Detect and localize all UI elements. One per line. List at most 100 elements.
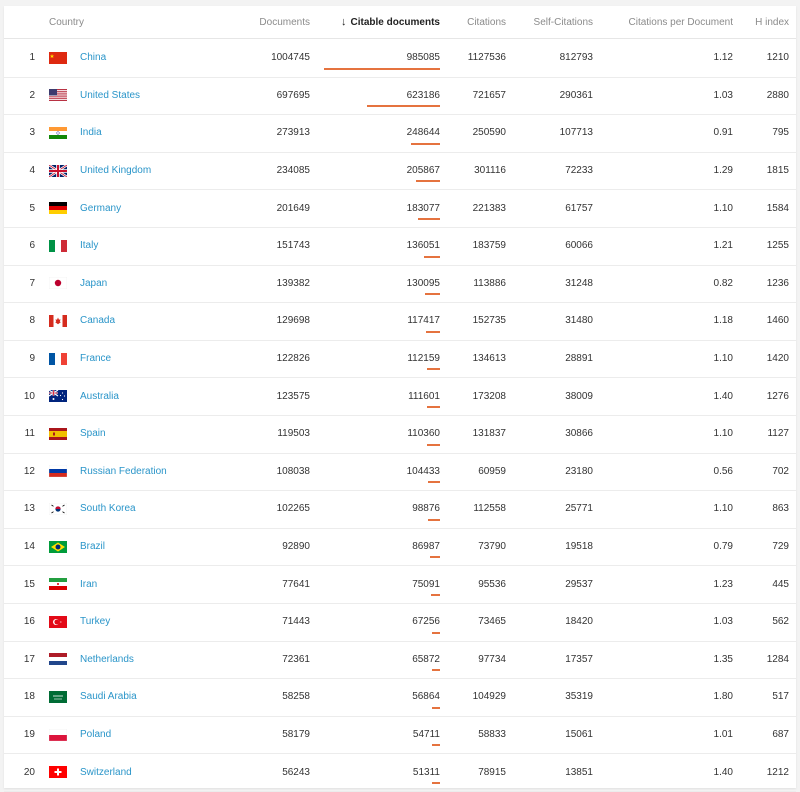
citations-value: 131837	[472, 428, 506, 440]
self-citations-value: 35319	[565, 691, 593, 703]
rank: 18	[23, 691, 35, 703]
country-link[interactable]: Germany	[80, 202, 122, 214]
header-citations[interactable]: Citations	[467, 16, 506, 28]
documents-value: 273913	[276, 127, 310, 139]
header-citable-documents[interactable]: ↓ Citable documents	[324, 6, 440, 38]
flag-iran-icon	[49, 565, 67, 603]
citations-per-document-value: 1.10	[713, 202, 733, 214]
country-link[interactable]: Switzerland	[80, 766, 132, 778]
documents-value: 92890	[282, 541, 310, 553]
header-citations-per-document[interactable]: Citations per Document	[628, 16, 734, 28]
sort-down-arrow-icon: ↓	[341, 16, 347, 28]
country-link[interactable]: Canada	[80, 315, 116, 327]
citations-per-document-value: 1.35	[713, 653, 733, 665]
citations-value: 97734	[478, 653, 506, 665]
country-link[interactable]: India	[80, 127, 102, 139]
citable-documents-bar	[432, 631, 440, 634]
flag-united-kingdom-icon	[49, 152, 67, 190]
rank: 5	[29, 202, 35, 214]
rank: 1	[29, 52, 35, 64]
table-row: 20 Switzerland 56243 51311 78915 13851 1…	[4, 753, 796, 792]
country-link[interactable]: Brazil	[80, 541, 106, 553]
citable-cell: 130095	[324, 265, 440, 303]
citable-documents-value: 111601	[408, 390, 440, 402]
country-link[interactable]: Netherlands	[80, 653, 134, 665]
self-citations-value: 30866	[565, 428, 593, 440]
documents-value: 72361	[282, 653, 310, 665]
country-link[interactable]: Russian Federation	[80, 465, 167, 477]
country-link[interactable]: Spain	[80, 428, 106, 440]
country-link[interactable]: France	[80, 353, 112, 365]
citations-per-document-value: 1.12	[713, 52, 733, 64]
citations-per-document-value: 0.91	[713, 127, 733, 139]
country-link[interactable]: Poland	[80, 729, 112, 741]
self-citations-value: 18420	[565, 616, 593, 628]
country-link[interactable]: Italy	[80, 240, 99, 252]
header-citable-label: Citable documents	[350, 16, 440, 28]
flag-saudi-arabia-icon	[49, 678, 67, 716]
country-link[interactable]: United Kingdom	[80, 165, 152, 177]
self-citations-value: 31248	[565, 277, 593, 289]
country-link[interactable]: United States	[80, 89, 141, 101]
flag-china-icon	[49, 39, 67, 77]
table-row: 13 South Korea 102265 98876 112558 25771…	[4, 490, 796, 529]
citations-value: 183759	[472, 240, 506, 252]
country-link[interactable]: South Korea	[80, 503, 136, 515]
header-documents[interactable]: Documents	[259, 16, 310, 28]
documents-value: 201649	[276, 202, 310, 214]
country-link[interactable]: China	[80, 52, 107, 64]
citable-cell: 67256	[324, 603, 440, 641]
documents-value: 77641	[282, 578, 310, 590]
self-citations-value: 60066	[565, 240, 593, 252]
country-link[interactable]: Turkey	[80, 616, 111, 628]
flag-turkey-icon	[49, 603, 67, 641]
table-row: 2 United States 697695 623186 721657 290…	[4, 77, 796, 116]
citable-cell: 65872	[324, 641, 440, 679]
flag-netherlands-icon	[49, 641, 67, 679]
table-row: 10 Australia 123575 111601 173208 38009 …	[4, 377, 796, 416]
table-row: 15 Iran 77641 75091 95536 29537 1.23 445	[4, 565, 796, 604]
citations-per-document-value: 1.23	[713, 578, 733, 590]
citable-documents-bar	[411, 142, 440, 145]
h-index-value: 702	[772, 465, 789, 477]
table-row: 5 Germany 201649 183077 221383 61757 1.1…	[4, 189, 796, 228]
citable-cell: 248644	[324, 114, 440, 152]
header-country[interactable]: Country	[49, 16, 85, 28]
citable-documents-bar	[427, 368, 440, 371]
citable-documents-bar	[432, 744, 440, 747]
flag-brazil-icon	[49, 528, 67, 566]
citations-per-document-value: 0.56	[713, 465, 733, 477]
h-index-value: 1210	[766, 52, 789, 64]
country-link[interactable]: Iran	[80, 578, 98, 590]
rank: 10	[23, 390, 35, 402]
self-citations-value: 19518	[565, 541, 593, 553]
self-citations-value: 23180	[565, 465, 593, 477]
table-row: 1 China 1004745 985085 1127536 812793 1.…	[4, 39, 796, 78]
self-citations-value: 72233	[565, 165, 593, 177]
documents-value: 58179	[282, 729, 310, 741]
h-index-value: 1276	[766, 390, 789, 402]
citable-documents-bar	[428, 481, 440, 484]
citations-per-document-value: 0.82	[713, 277, 733, 289]
citable-cell: 183077	[324, 189, 440, 227]
h-index-value: 1127	[767, 428, 789, 440]
country-link[interactable]: Japan	[80, 277, 108, 289]
self-citations-value: 13851	[565, 766, 593, 778]
h-index-value: 1584	[766, 202, 789, 214]
rank: 13	[23, 503, 35, 515]
h-index-value: 1212	[766, 766, 789, 778]
country-link[interactable]: Australia	[80, 390, 119, 402]
self-citations-value: 290361	[559, 89, 593, 101]
table-row: 8 Canada 129698 117417 152735 31480 1.18…	[4, 302, 796, 341]
header-h-index[interactable]: H index	[755, 16, 789, 28]
citable-documents-bar	[431, 593, 440, 596]
citations-per-document-value: 1.40	[713, 390, 733, 402]
flag-australia-icon	[49, 377, 67, 415]
documents-value: 102265	[276, 503, 310, 515]
flag-germany-icon	[49, 189, 67, 227]
self-citations-value: 812793	[559, 52, 593, 64]
header-self-citations[interactable]: Self-Citations	[533, 16, 593, 28]
h-index-value: 1815	[766, 165, 789, 177]
country-link[interactable]: Saudi Arabia	[80, 691, 137, 703]
h-index-value: 687	[772, 729, 789, 741]
